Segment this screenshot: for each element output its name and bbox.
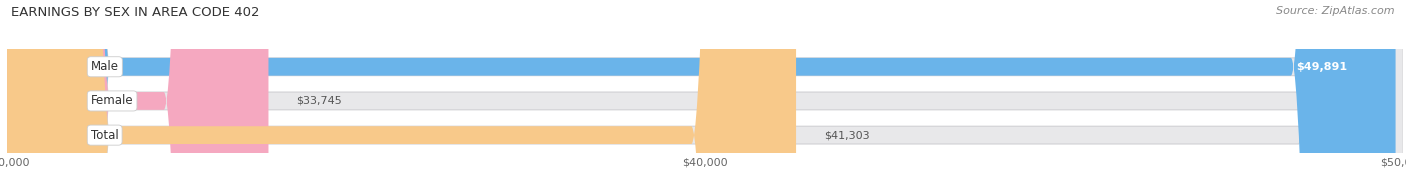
FancyBboxPatch shape xyxy=(7,0,796,196)
FancyBboxPatch shape xyxy=(7,0,1403,196)
Text: $41,303: $41,303 xyxy=(824,130,870,140)
FancyBboxPatch shape xyxy=(7,0,1396,196)
Text: $49,891: $49,891 xyxy=(1296,62,1347,72)
Text: EARNINGS BY SEX IN AREA CODE 402: EARNINGS BY SEX IN AREA CODE 402 xyxy=(11,6,260,19)
Text: Source: ZipAtlas.com: Source: ZipAtlas.com xyxy=(1277,6,1395,16)
Text: Female: Female xyxy=(91,94,134,107)
FancyBboxPatch shape xyxy=(7,0,1403,196)
Text: Male: Male xyxy=(91,60,118,73)
Text: $33,745: $33,745 xyxy=(297,96,342,106)
FancyBboxPatch shape xyxy=(7,0,1403,196)
Text: Total: Total xyxy=(91,129,118,142)
FancyBboxPatch shape xyxy=(7,0,269,196)
